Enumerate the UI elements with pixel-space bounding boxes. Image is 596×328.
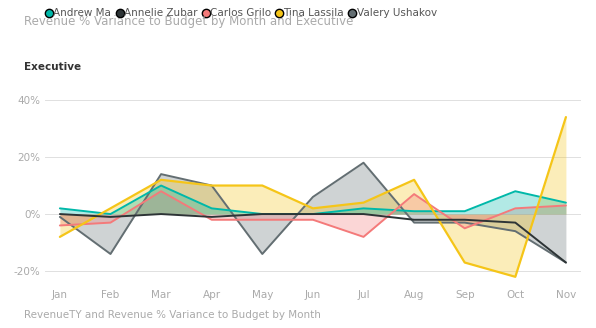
Text: Revenue % Variance to Budget by Month and Executive: Revenue % Variance to Budget by Month an…: [24, 15, 353, 28]
Text: Executive: Executive: [24, 62, 81, 72]
Text: RevenueTY and Revenue % Variance to Budget by Month: RevenueTY and Revenue % Variance to Budg…: [24, 310, 321, 320]
Legend: Andrew Ma, Annelie Zubar, Carlos Grilo, Tina Lassila, Valery Ushakov: Andrew Ma, Annelie Zubar, Carlos Grilo, …: [47, 8, 437, 18]
